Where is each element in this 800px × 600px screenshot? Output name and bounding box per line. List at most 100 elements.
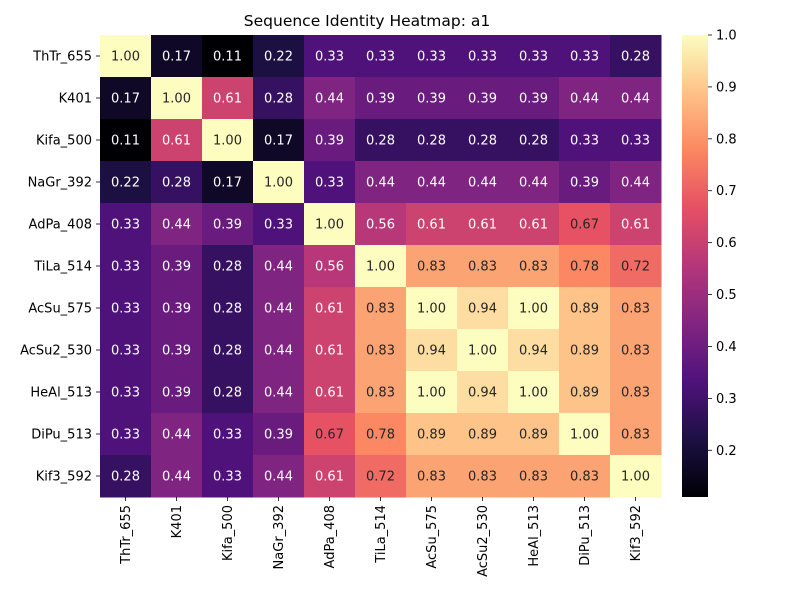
heatmap-cell [457,371,509,414]
cell-value-label: 0.39 [468,92,497,107]
heatmap-cell [355,119,407,162]
colorbar-tick-label: 0.6 [716,236,737,251]
cell-value-label: 0.61 [417,218,446,233]
colorbar-tick-label: 0.9 [716,80,737,95]
cell-value-label: 0.89 [417,428,446,443]
heatmap-cell [202,77,254,120]
x-tick-label: HeAl_513 [527,505,542,567]
x-tick-label: AcSu2_530 [476,505,491,577]
heatmap-cell [202,245,254,288]
heatmap-cell [610,329,662,372]
heatmap-cell [100,77,152,120]
heatmap-cell [457,329,509,372]
heatmap-cell [559,245,611,288]
heatmap-cell [202,287,254,330]
y-tick-label: AdPa_408 [29,218,92,233]
cell-value-label: 0.44 [621,92,650,107]
cell-value-label: 0.33 [264,218,293,233]
heatmap-cell [151,413,203,456]
y-tick-label: AcSu_575 [28,302,92,317]
cell-value-label: 0.39 [162,260,191,275]
cell-value-label: 0.78 [570,260,599,275]
colorbar [682,35,708,497]
cell-value-label: 0.39 [315,134,344,149]
cell-value-label: 0.28 [621,50,650,65]
heatmap-cell [304,77,356,120]
heatmap-cell [457,119,509,162]
y-tick-label: HeAl_513 [30,386,92,401]
heatmap-cell [100,455,152,498]
heatmap-cell [610,203,662,246]
heatmap-cell [202,371,254,414]
y-tick-label: Kif3_592 [36,470,92,485]
cell-value-label: 0.33 [417,50,446,65]
cell-value-label: 0.61 [315,470,344,485]
colorbar-tick-label: 0.3 [716,392,737,407]
cell-value-label: 0.61 [621,218,650,233]
heatmap-cell [355,455,407,498]
heatmap-cell [100,413,152,456]
cell-value-label: 0.28 [213,386,242,401]
heatmap-cell [202,203,254,246]
heatmap-cell [202,413,254,456]
cell-value-label: 0.33 [111,302,140,317]
cell-value-label: 0.44 [264,344,293,359]
heatmap-cell [355,329,407,372]
heatmap-cell [559,77,611,120]
heatmap-cell [457,77,509,120]
cell-value-label: 0.33 [570,134,599,149]
heatmap-cell [610,245,662,288]
cell-value-label: 0.28 [213,260,242,275]
heatmap-cell [508,161,560,204]
cell-value-label: 0.94 [417,344,446,359]
y-tick-label: K401 [59,92,92,107]
cell-value-label: 0.17 [162,50,191,65]
heatmap-cell [559,287,611,330]
y-tick-label: AcSu2_530 [20,344,92,359]
cell-value-label: 0.33 [111,260,140,275]
cell-value-label: 0.83 [366,344,395,359]
heatmap-cell [253,77,305,120]
heatmap-cell [304,245,356,288]
cell-value-label: 0.28 [417,134,446,149]
heatmap-cell [253,161,305,204]
cell-value-label: 0.28 [519,134,548,149]
cell-value-label: 0.33 [213,470,242,485]
heatmap-cell [151,161,203,204]
heatmap-cell [406,371,458,414]
cell-value-label: 0.61 [315,302,344,317]
cell-value-label: 0.33 [366,50,395,65]
heatmap-cell [610,77,662,120]
cell-value-label: 0.72 [621,260,650,275]
heatmap-cell [304,329,356,372]
heatmap-cell [202,329,254,372]
heatmap-cell [457,287,509,330]
heatmap-cell [406,119,458,162]
heatmap-cell [253,413,305,456]
heatmap-cell [355,287,407,330]
heatmap-cell [457,35,509,78]
y-tick-label: TiLa_514 [33,260,92,275]
heatmap-cell [406,161,458,204]
heatmap-cell [253,35,305,78]
heatmap-cell [202,35,254,78]
cell-value-label: 0.39 [519,92,548,107]
cell-value-label: 0.33 [315,176,344,191]
cell-value-label: 0.28 [264,92,293,107]
cell-value-label: 0.56 [315,260,344,275]
cell-value-label: 0.67 [315,428,344,443]
cell-value-label: 0.56 [366,218,395,233]
x-tick-label: ThTr_655 [119,505,134,565]
cell-value-label: 1.00 [213,134,242,149]
cell-value-label: 0.39 [570,176,599,191]
heatmap-cell [151,245,203,288]
heatmap-cell [559,161,611,204]
cell-value-label: 1.00 [366,260,395,275]
heatmap-cells: 1.00 0.17 0.11 0.22 0.33 0.33 0.33 0.33 0.33 0.33… [100,35,662,498]
cell-value-label: 0.44 [264,260,293,275]
cell-value-label: 0.39 [162,302,191,317]
y-tick-label: DiPu_513 [31,428,92,443]
cell-value-label: 0.39 [417,92,446,107]
heatmap-cell [457,413,509,456]
heatmap-cell [304,161,356,204]
